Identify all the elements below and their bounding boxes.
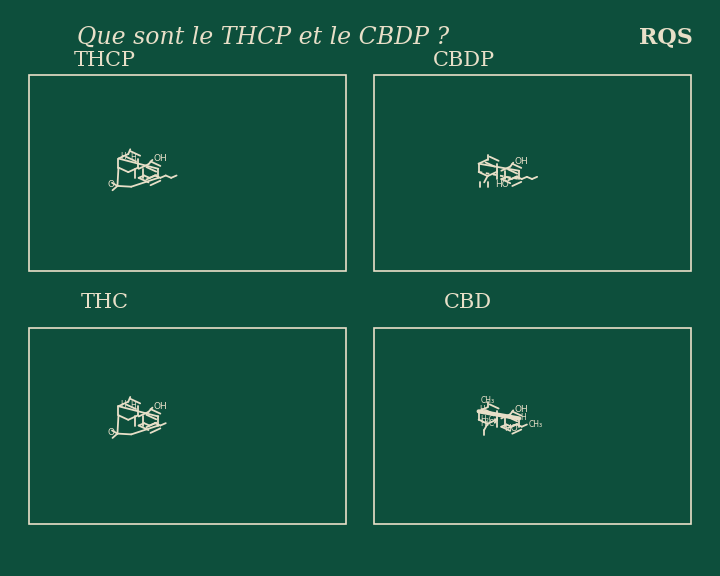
Text: H: H: [479, 406, 485, 414]
Text: H: H: [130, 153, 136, 162]
Text: H: H: [120, 153, 126, 161]
Text: H: H: [521, 413, 526, 422]
Text: OH: OH: [153, 154, 167, 163]
Text: CH₃: CH₃: [480, 396, 495, 406]
Text: CBD: CBD: [444, 293, 492, 312]
Bar: [29, 75, 346, 271]
Text: CH₃: CH₃: [528, 420, 542, 429]
Text: O: O: [107, 180, 114, 189]
Bar: [29, 328, 346, 524]
Text: RQS: RQS: [639, 26, 693, 48]
Text: H: H: [120, 400, 126, 409]
Bar: [374, 75, 691, 271]
Text: OH: OH: [514, 157, 528, 166]
Text: THCP: THCP: [73, 51, 135, 70]
Text: OH: OH: [514, 405, 528, 414]
Text: Que sont le THCP et le CBDP ?: Que sont le THCP et le CBDP ?: [77, 26, 449, 49]
Text: HO: HO: [505, 424, 518, 433]
Text: H₂C: H₂C: [480, 415, 495, 424]
Text: O: O: [107, 427, 114, 437]
Text: THC: THC: [81, 293, 128, 312]
Text: CBDP: CBDP: [433, 51, 495, 70]
Text: H: H: [130, 401, 136, 410]
Text: HO: HO: [495, 180, 509, 190]
Text: OH: OH: [153, 402, 167, 411]
Bar: [374, 328, 691, 524]
Text: H₃C: H₃C: [480, 419, 495, 428]
